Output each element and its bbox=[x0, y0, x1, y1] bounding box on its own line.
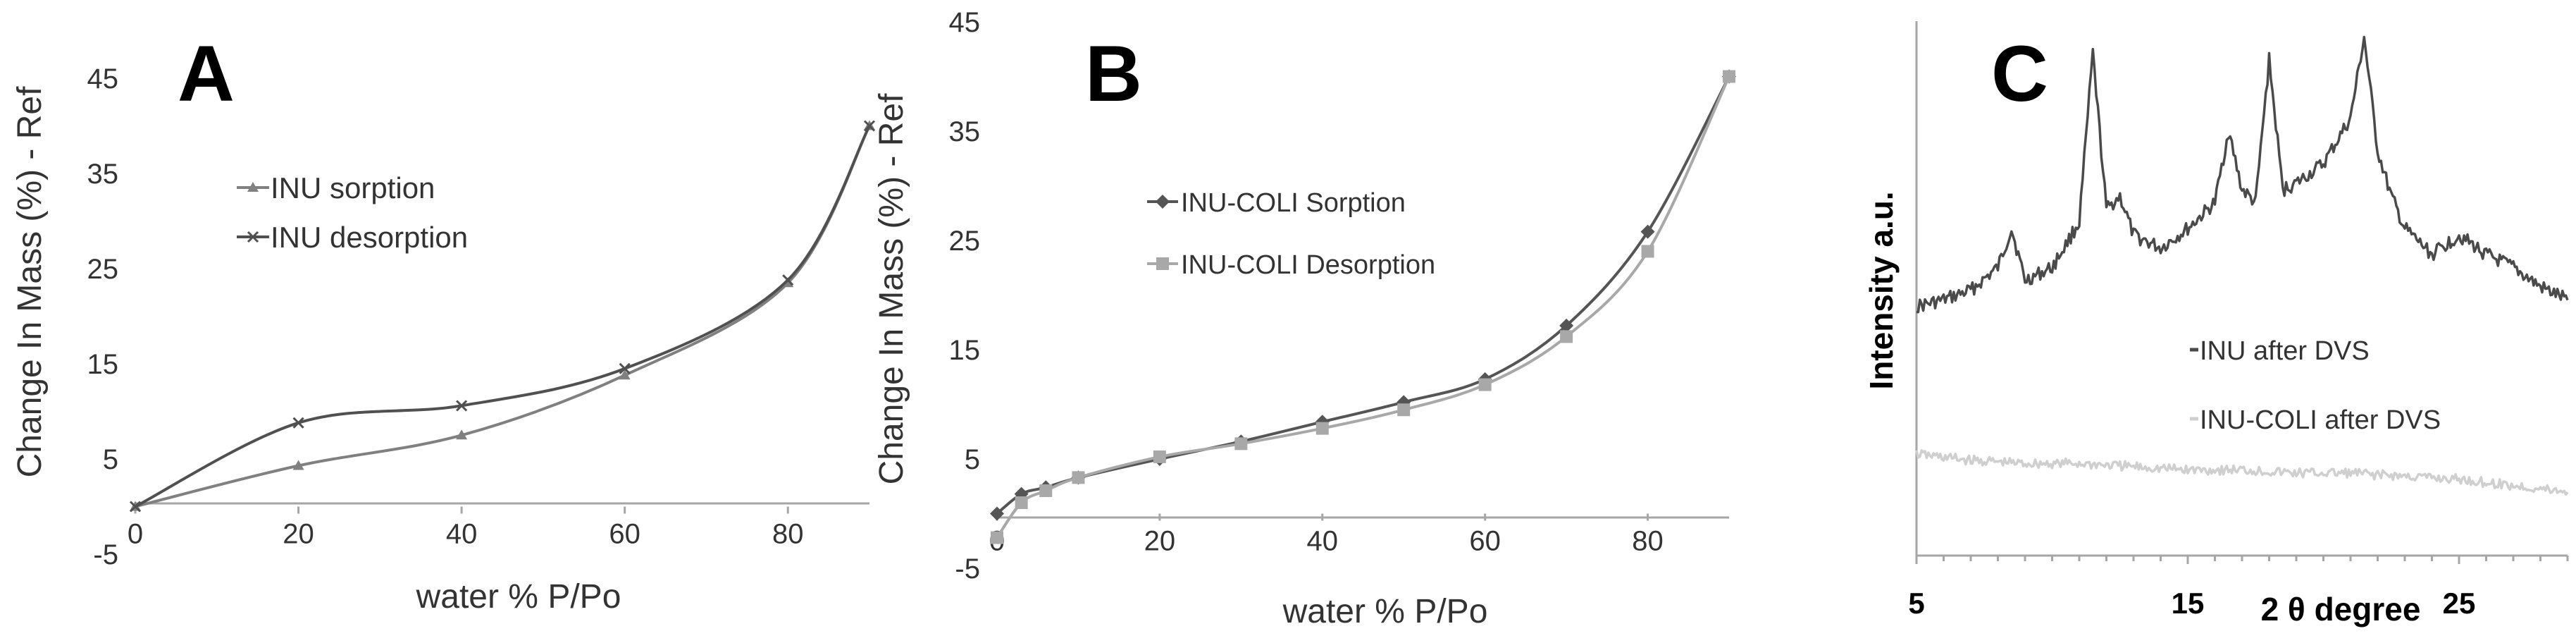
panel-a-y-tick-label: -5 bbox=[93, 539, 118, 570]
panel-a-x-axis-title: water % P/Po bbox=[416, 578, 621, 616]
panel-b-y-tick-label: 25 bbox=[949, 226, 981, 257]
legend-label-inu-coli-sorption: INU-COLI Sorption bbox=[1181, 188, 1406, 218]
panel-b-legend: INU-COLI Sorption INU-COLI Desorption bbox=[1147, 188, 1435, 280]
panel-c-x-tick-label: 5 bbox=[1908, 587, 1924, 620]
data-point-inu-coli-desorption bbox=[1723, 70, 1735, 83]
data-point-inu-sorption bbox=[292, 460, 304, 470]
legend-marker-inu-sorption bbox=[247, 182, 259, 192]
data-point-inu-desorption bbox=[456, 400, 468, 412]
panel-b-y-tick-label: 35 bbox=[949, 116, 981, 147]
data-point-inu-desorption bbox=[782, 274, 794, 286]
panel-a-y-tick-label: 5 bbox=[103, 444, 118, 475]
legend-label-inu-desorption: INU desorption bbox=[271, 221, 468, 254]
panel-a-x-tick-label: 60 bbox=[609, 519, 640, 550]
data-point-inu-coli-desorption bbox=[1315, 422, 1329, 435]
data-point-inu-desorption bbox=[863, 120, 876, 132]
data-point-inu-desorption bbox=[129, 501, 142, 513]
legend-marker-inu-coli-sorption bbox=[1156, 195, 1170, 209]
panel-a-x-tick-label: 40 bbox=[446, 519, 478, 550]
data-point-inu-coli-desorption bbox=[1560, 330, 1573, 343]
panel-a: 0 20 40 60 80 -5 5 15 25 35 45 A Change In Mass (… bbox=[11, 30, 876, 616]
panel-c-y-axis-title: Intensity a.u. bbox=[1863, 191, 1900, 389]
legend-label-inu-after-dvs: INU after DVS bbox=[2200, 336, 2370, 366]
data-point-inu-coli-sorption bbox=[990, 506, 1004, 521]
panel-b-y-tick-label: -5 bbox=[955, 553, 980, 584]
panel-a-y-tick-label: 35 bbox=[87, 159, 119, 190]
panel-c-x-tick-label: 25 bbox=[2443, 587, 2476, 620]
series-line-inu-sorption bbox=[134, 124, 871, 508]
series-line-inu-after-dvs bbox=[1916, 35, 2569, 314]
panel-a-y-tick-label: 25 bbox=[87, 254, 119, 285]
panel-a-label: A bbox=[178, 30, 235, 118]
legend-label-inu-coli-desorption: INU-COLI Desorption bbox=[1181, 250, 1435, 280]
data-point-inu-coli-desorption bbox=[1153, 450, 1166, 463]
legend-marker-inu-coli-desorption bbox=[1156, 257, 1169, 270]
panel-b-y-tick-label: 45 bbox=[949, 7, 981, 38]
data-point-inu-coli-sorption bbox=[1640, 224, 1655, 239]
data-point-inu-coli-sorption bbox=[1559, 318, 1574, 333]
data-point-inu-coli-desorption bbox=[1234, 437, 1248, 451]
data-point-inu-desorption bbox=[292, 417, 304, 429]
panel-b-y-tick-label: 5 bbox=[965, 444, 980, 475]
legend-marker-inu-desorption bbox=[247, 231, 259, 243]
panel-c-label: C bbox=[1991, 30, 2048, 118]
series-line-inu-desorption bbox=[134, 124, 871, 508]
legend-label-inu-sorption: INU sorption bbox=[271, 171, 435, 204]
panel-b-y-axis-title: Change In Mass (%) - Ref bbox=[873, 93, 910, 485]
panel-a-y-tick-label: 45 bbox=[87, 63, 119, 94]
data-point-inu-coli-desorption bbox=[1015, 496, 1028, 509]
data-point-inu-sorption bbox=[619, 369, 631, 380]
legend-label-inu-coli-after-dvs: INU-COLI after DVS bbox=[2200, 405, 2441, 435]
series-line-inu-coli-desorption bbox=[996, 75, 1730, 539]
panel-a-x-tick-label: 80 bbox=[772, 519, 804, 550]
data-point-inu-coli-desorption bbox=[991, 531, 1003, 544]
data-point-inu-coli-desorption bbox=[1641, 245, 1654, 258]
panel-a-legend: INU sorption INU desorption bbox=[237, 171, 468, 254]
data-point-inu-coli-desorption bbox=[1397, 403, 1411, 417]
panel-b-x-tick-label: 60 bbox=[1469, 526, 1501, 557]
data-point-inu-coli-desorption bbox=[1072, 471, 1085, 484]
data-point-inu-coli-desorption bbox=[1478, 378, 1492, 391]
panel-b-x-axis-title: water % P/Po bbox=[1282, 593, 1488, 630]
panel-a-x-tick-label: 0 bbox=[128, 519, 143, 550]
data-point-inu-sorption bbox=[456, 429, 468, 440]
series-line-inu-coli-sorption bbox=[996, 75, 1730, 515]
panel-c: 5 15 25 C Intensity a.u. 2 θ degree INU af… bbox=[1863, 21, 2569, 627]
panel-b-label: B bbox=[1085, 30, 1142, 118]
panel-a-x-tick-label: 20 bbox=[283, 519, 314, 550]
panel-b-y-tick-label: 15 bbox=[949, 335, 981, 366]
data-point-inu-coli-desorption bbox=[1039, 484, 1053, 497]
panel-b-x-tick-label: 40 bbox=[1307, 526, 1339, 557]
panel-b-x-tick-label: 20 bbox=[1144, 526, 1176, 557]
series-line-inu-coli-after-dvs bbox=[1915, 448, 2569, 496]
panel-b-x-tick-label: 80 bbox=[1632, 526, 1664, 557]
panel-c-x-axis-title: 2 θ degree bbox=[2261, 591, 2421, 627]
panel-c-x-tick-label: 15 bbox=[2172, 587, 2205, 620]
data-point-inu-desorption bbox=[619, 362, 631, 374]
panel-a-y-axis-title: Change In Mass (%) - Ref bbox=[11, 86, 49, 478]
panel-a-y-tick-label: 15 bbox=[87, 349, 119, 380]
panel-c-legend: INU after DVS INU-COLI after DVS bbox=[2190, 336, 2441, 435]
